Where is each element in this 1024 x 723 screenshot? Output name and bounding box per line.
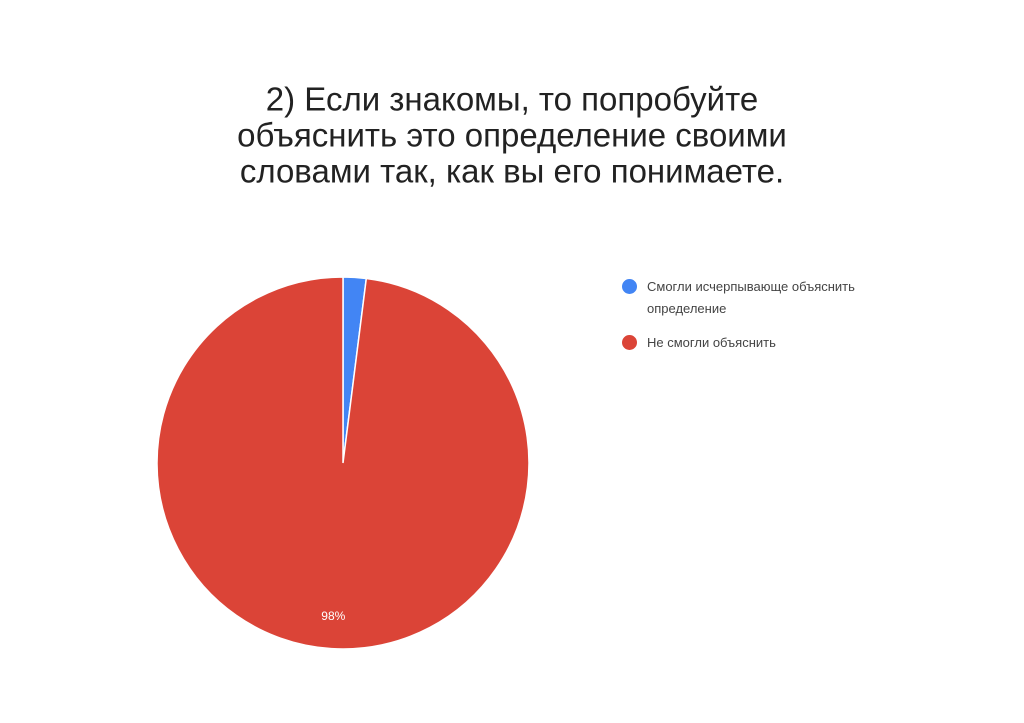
legend-item: Не смогли объяснить (622, 332, 872, 354)
data-label: 98% (321, 609, 345, 623)
legend-label: Смогли исчерпывающе объяснить определени… (647, 279, 855, 316)
chart-title: 2) Если знакомы, то попробуйте (266, 81, 758, 118)
legend: Смогли исчерпывающе объяснить определени… (622, 276, 872, 366)
chart-title: объяснить это определение своими (237, 117, 787, 154)
legend-item: Смогли исчерпывающе объяснить определени… (622, 276, 872, 320)
legend-label: Не смогли объяснить (647, 335, 776, 350)
chart-title: словами так, как вы его понимаете. (240, 153, 784, 190)
legend-swatch (622, 279, 637, 294)
legend-swatch (622, 335, 637, 350)
pie-slice (156, 276, 530, 650)
